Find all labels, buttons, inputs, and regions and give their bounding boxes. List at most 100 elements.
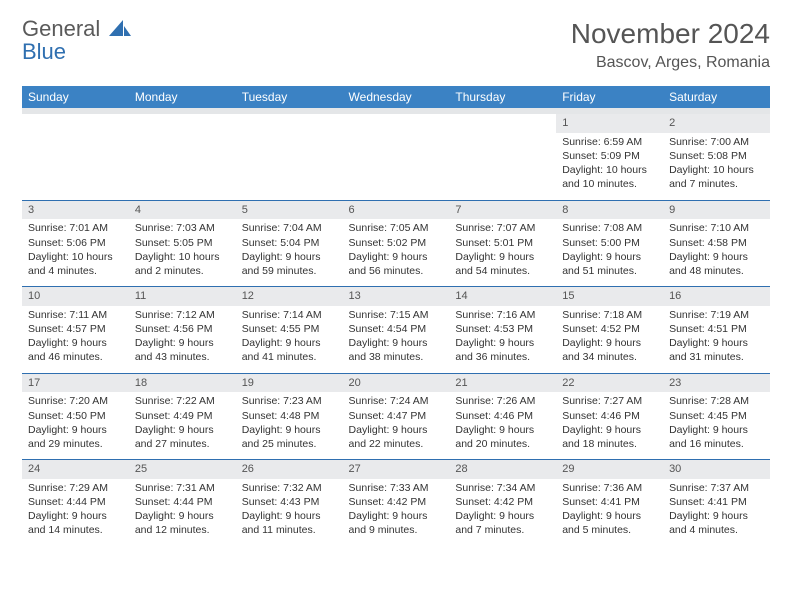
calendar-day-cell: 16Sunrise: 7:19 AMSunset: 4:51 PMDayligh… xyxy=(663,287,770,374)
day-number: 13 xyxy=(343,287,450,306)
daylight-text: Daylight: 9 hours and 9 minutes. xyxy=(349,509,444,537)
sunrise-text: Sunrise: 7:16 AM xyxy=(455,308,550,322)
sunset-text: Sunset: 4:46 PM xyxy=(455,409,550,423)
sunset-text: Sunset: 5:02 PM xyxy=(349,236,444,250)
sunset-text: Sunset: 4:54 PM xyxy=(349,322,444,336)
calendar-day-cell: 6Sunrise: 7:05 AMSunset: 5:02 PMDaylight… xyxy=(343,200,450,287)
calendar-page: General Blue November 2024 Bascov, Arges… xyxy=(0,0,792,564)
calendar-day-cell: 9Sunrise: 7:10 AMSunset: 4:58 PMDaylight… xyxy=(663,200,770,287)
calendar-week-row: 3Sunrise: 7:01 AMSunset: 5:06 PMDaylight… xyxy=(22,200,770,287)
sunrise-text: Sunrise: 7:05 AM xyxy=(349,221,444,235)
calendar-header-row: Sunday Monday Tuesday Wednesday Thursday… xyxy=(22,86,770,111)
calendar-day-cell: 14 Sunrise: 7:16 AMSunset: 4:53 PMDayligh… xyxy=(449,287,556,374)
sunrise-text: Sunrise: 7:23 AM xyxy=(242,394,337,408)
sunrise-text: Sunrise: 7:03 AM xyxy=(135,221,230,235)
calendar-day-cell: 23Sunrise: 7:28 AMSunset: 4:45 PMDayligh… xyxy=(663,373,770,460)
logo: General Blue xyxy=(22,18,131,64)
dayheader-tuesday: Tuesday xyxy=(236,86,343,111)
sunset-text: Sunset: 4:57 PM xyxy=(28,322,123,336)
daylight-text: Daylight: 9 hours and 29 minutes. xyxy=(28,423,123,451)
calendar-day-cell: 4Sunrise: 7:03 AMSunset: 5:05 PMDaylight… xyxy=(129,200,236,287)
sunrise-text: Sunrise: 7:10 AM xyxy=(669,221,764,235)
sunrise-text: Sunrise: 7:36 AM xyxy=(562,481,657,495)
sunrise-text: Sunrise: 7:26 AM xyxy=(455,394,550,408)
logo-text-block: General Blue xyxy=(22,18,131,64)
day-number: 3 xyxy=(22,201,129,220)
calendar-day-cell xyxy=(449,111,556,200)
daylight-text: Daylight: 9 hours and 16 minutes. xyxy=(669,423,764,451)
sunset-text: Sunset: 5:01 PM xyxy=(455,236,550,250)
calendar-day-cell: 12Sunrise: 7:14 AMSunset: 4:55 PMDayligh… xyxy=(236,287,343,374)
daylight-text: Daylight: 9 hours and 41 minutes. xyxy=(242,336,337,364)
sunset-text: Sunset: 4:48 PM xyxy=(242,409,337,423)
day-number: 12 xyxy=(236,287,343,306)
sunrise-text: Sunrise: 7:22 AM xyxy=(135,394,230,408)
dayheader-thursday: Thursday xyxy=(449,86,556,111)
daylight-text: Daylight: 9 hours and 14 minutes. xyxy=(28,509,123,537)
sunrise-text: Sunrise: 6:59 AM xyxy=(562,135,657,149)
sunset-text: Sunset: 4:45 PM xyxy=(669,409,764,423)
sunrise-text: Sunrise: 7:08 AM xyxy=(562,221,657,235)
day-number: 21 xyxy=(449,374,556,393)
daylight-text: Daylight: 9 hours and 20 minutes. xyxy=(455,423,550,451)
calendar-day-cell: 8Sunrise: 7:08 AMSunset: 5:00 PMDaylight… xyxy=(556,200,663,287)
sunrise-text: Sunrise: 7:19 AM xyxy=(669,308,764,322)
sunrise-text: Sunrise: 7:07 AM xyxy=(455,221,550,235)
calendar-day-cell: 13Sunrise: 7:15 AMSunset: 4:54 PMDayligh… xyxy=(343,287,450,374)
sunset-text: Sunset: 5:04 PM xyxy=(242,236,337,250)
sunset-text: Sunset: 5:08 PM xyxy=(669,149,764,163)
day-number: 8 xyxy=(556,201,663,220)
daylight-text: Daylight: 9 hours and 22 minutes. xyxy=(349,423,444,451)
daylight-text: Daylight: 9 hours and 36 minutes. xyxy=(455,336,550,364)
calendar-day-cell: 25Sunrise: 7:31 AMSunset: 4:44 PMDayligh… xyxy=(129,460,236,546)
daylight-text: Daylight: 9 hours and 7 minutes. xyxy=(455,509,550,537)
page-header: General Blue November 2024 Bascov, Arges… xyxy=(22,18,770,72)
calendar-day-cell: 28Sunrise: 7:34 AMSunset: 4:42 PMDayligh… xyxy=(449,460,556,546)
calendar-day-cell: 3Sunrise: 7:01 AMSunset: 5:06 PMDaylight… xyxy=(22,200,129,287)
location-text: Bascov, Arges, Romania xyxy=(571,54,770,72)
day-number xyxy=(343,114,450,118)
sunset-text: Sunset: 4:53 PM xyxy=(455,322,550,336)
daylight-text: Daylight: 9 hours and 38 minutes. xyxy=(349,336,444,364)
daylight-text: Daylight: 9 hours and 27 minutes. xyxy=(135,423,230,451)
sunrise-text: Sunrise: 7:28 AM xyxy=(669,394,764,408)
day-number: 19 xyxy=(236,374,343,393)
sunset-text: Sunset: 5:06 PM xyxy=(28,236,123,250)
sunset-text: Sunset: 4:56 PM xyxy=(135,322,230,336)
calendar-day-cell: 30Sunrise: 7:37 AMSunset: 4:41 PMDayligh… xyxy=(663,460,770,546)
day-number: 26 xyxy=(236,460,343,479)
calendar-day-cell xyxy=(22,111,129,200)
day-number: 14 xyxy=(449,287,556,306)
day-number: 16 xyxy=(663,287,770,306)
sunset-text: Sunset: 4:49 PM xyxy=(135,409,230,423)
sunset-text: Sunset: 4:50 PM xyxy=(28,409,123,423)
sunset-text: Sunset: 4:58 PM xyxy=(669,236,764,250)
calendar-day-cell: 2Sunrise: 7:00 AMSunset: 5:08 PMDaylight… xyxy=(663,111,770,200)
calendar-day-cell: 22Sunrise: 7:27 AMSunset: 4:46 PMDayligh… xyxy=(556,373,663,460)
sunrise-text: Sunrise: 7:04 AM xyxy=(242,221,337,235)
sunset-text: Sunset: 4:51 PM xyxy=(669,322,764,336)
calendar-week-row: 1Sunrise: 6:59 AMSunset: 5:09 PMDaylight… xyxy=(22,111,770,200)
daylight-text: Daylight: 9 hours and 59 minutes. xyxy=(242,250,337,278)
calendar-day-cell: 1Sunrise: 6:59 AMSunset: 5:09 PMDaylight… xyxy=(556,111,663,200)
sunrise-text: Sunrise: 7:32 AM xyxy=(242,481,337,495)
sunrise-text: Sunrise: 7:31 AM xyxy=(135,481,230,495)
sunset-text: Sunset: 5:05 PM xyxy=(135,236,230,250)
calendar-day-cell: 21Sunrise: 7:26 AMSunset: 4:46 PMDayligh… xyxy=(449,373,556,460)
daylight-text: Daylight: 9 hours and 48 minutes. xyxy=(669,250,764,278)
calendar-day-cell: 24Sunrise: 7:29 AMSunset: 4:44 PMDayligh… xyxy=(22,460,129,546)
sunrise-text: Sunrise: 7:24 AM xyxy=(349,394,444,408)
calendar-body: 1Sunrise: 6:59 AMSunset: 5:09 PMDaylight… xyxy=(22,111,770,546)
day-number: 22 xyxy=(556,374,663,393)
calendar-day-cell: 15Sunrise: 7:18 AMSunset: 4:52 PMDayligh… xyxy=(556,287,663,374)
day-number: 20 xyxy=(343,374,450,393)
sunrise-text: Sunrise: 7:33 AM xyxy=(349,481,444,495)
calendar-week-row: 24Sunrise: 7:29 AMSunset: 4:44 PMDayligh… xyxy=(22,460,770,546)
day-number xyxy=(449,114,556,118)
day-number: 11 xyxy=(129,287,236,306)
logo-sail-icon xyxy=(109,20,131,41)
title-block: November 2024 Bascov, Arges, Romania xyxy=(571,18,770,72)
sunrise-text: Sunrise: 7:34 AM xyxy=(455,481,550,495)
sunset-text: Sunset: 4:44 PM xyxy=(135,495,230,509)
calendar-day-cell: 26Sunrise: 7:32 AMSunset: 4:43 PMDayligh… xyxy=(236,460,343,546)
